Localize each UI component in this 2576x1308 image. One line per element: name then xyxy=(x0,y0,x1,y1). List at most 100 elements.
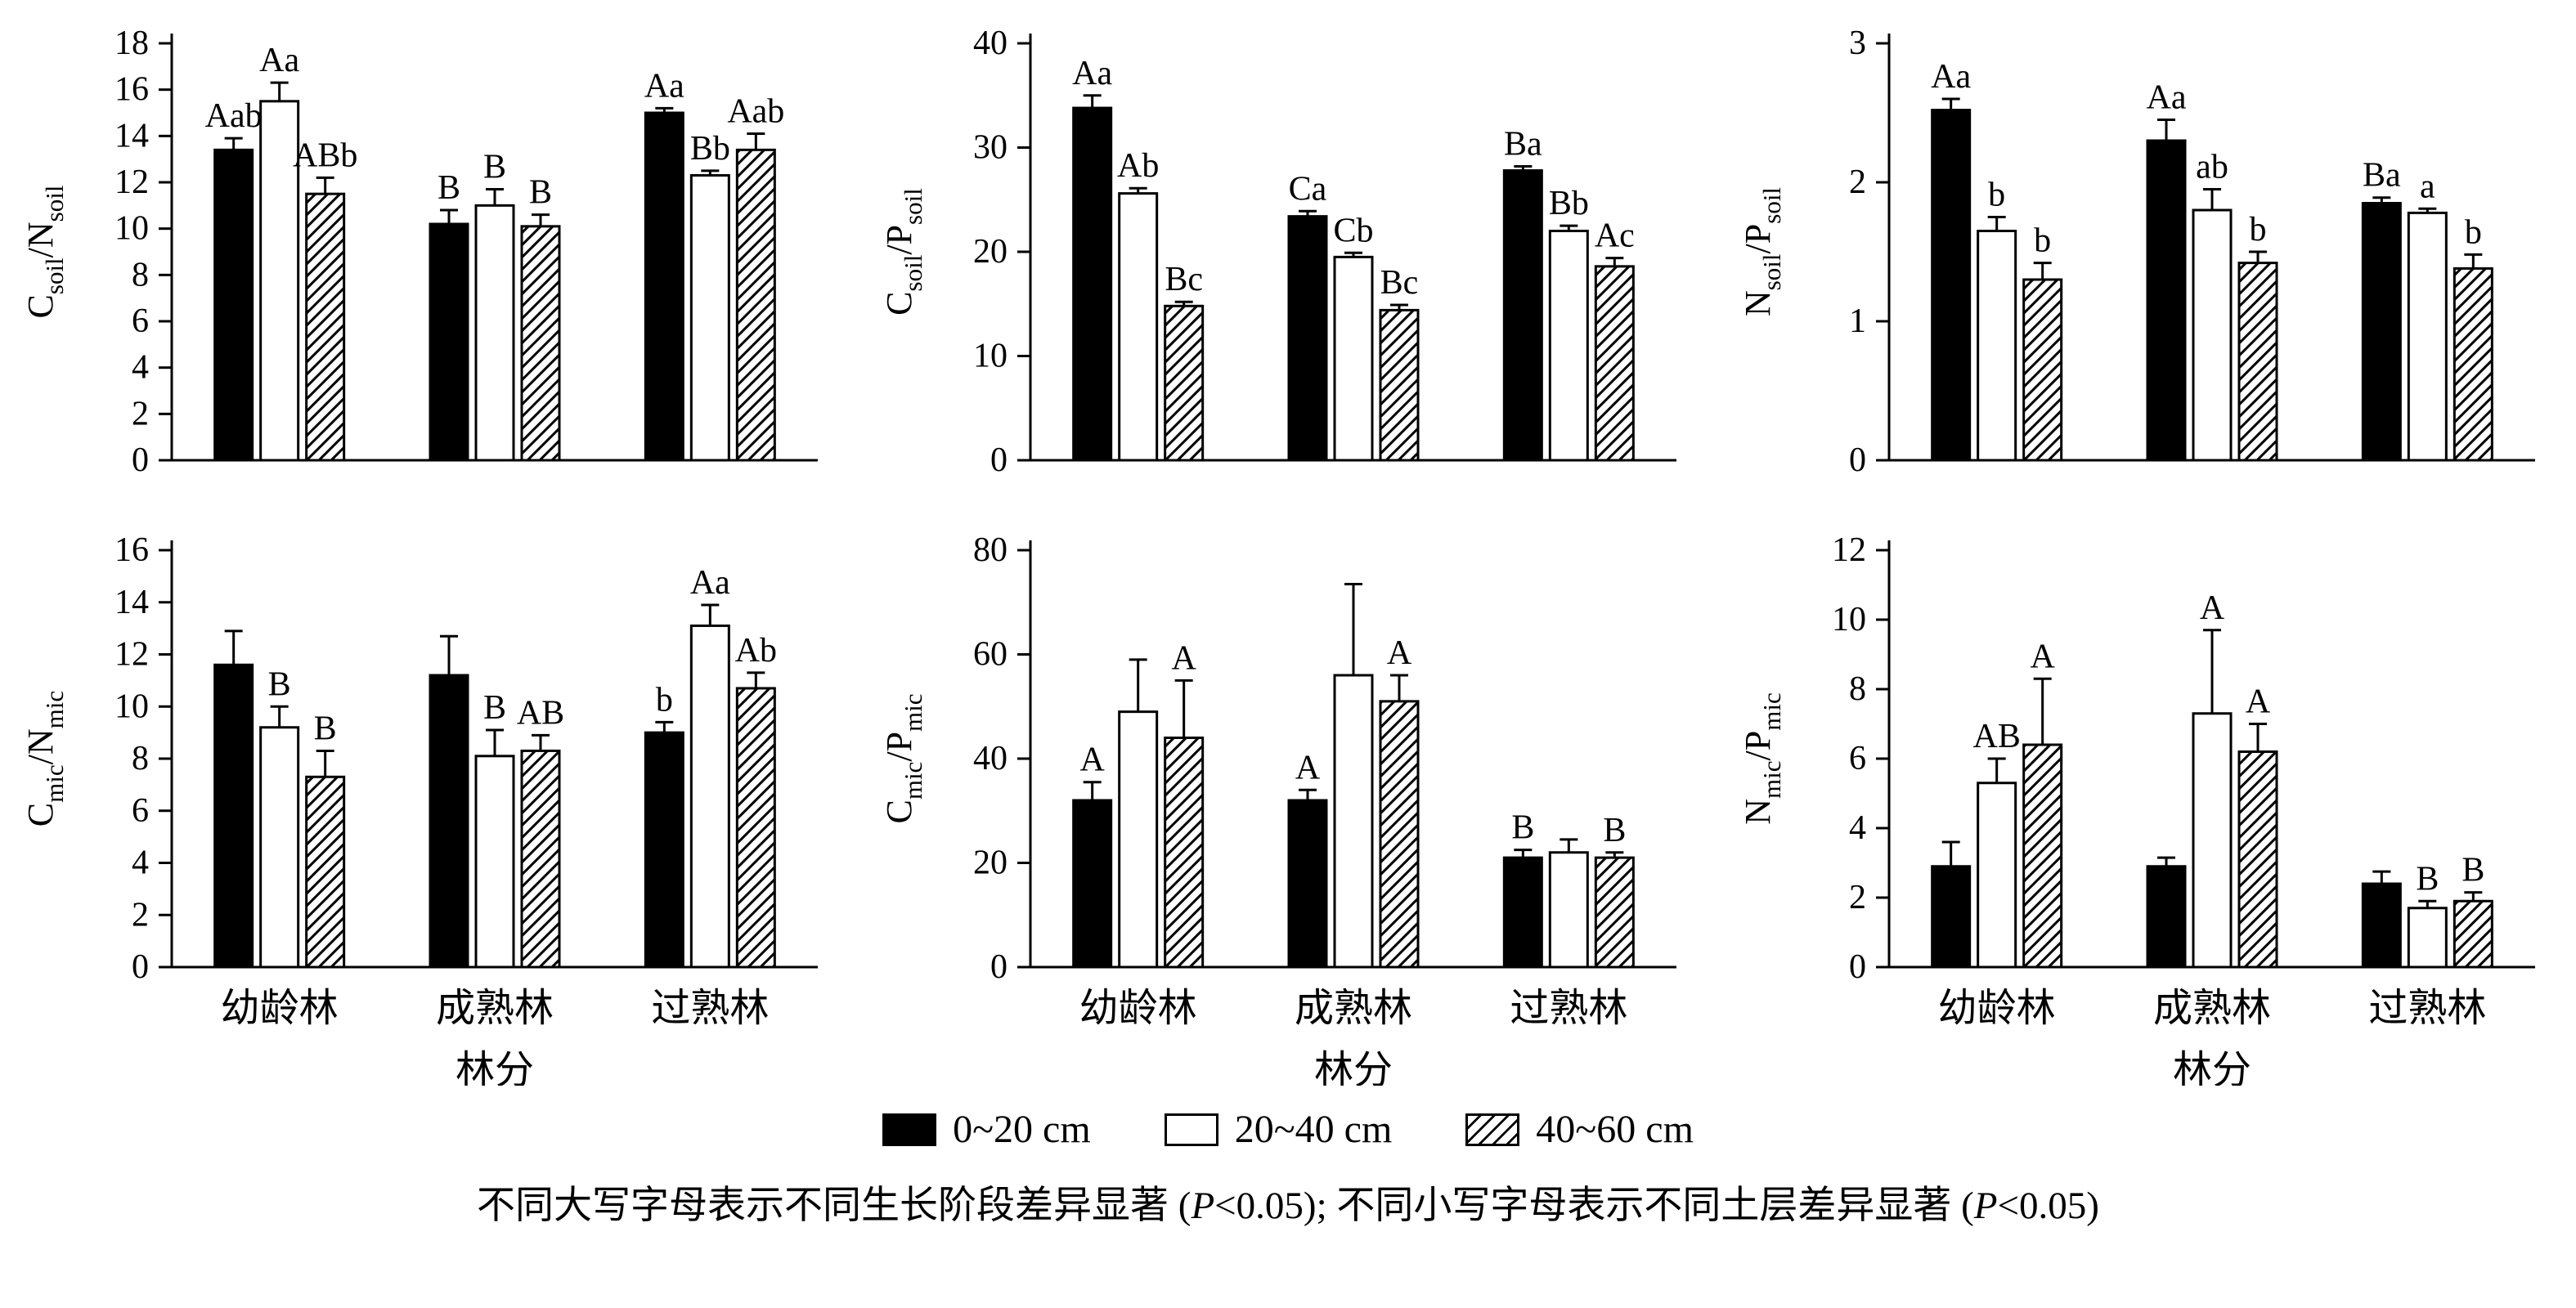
y-tick-label: 10 xyxy=(1832,601,1866,638)
y-tick-label: 0 xyxy=(132,948,149,986)
chart-c-mic-n-mic: 0 2 4 6 8 10 12 14 16 Cmic/Nmic b B B Aa B AB Ab 幼龄林 成熟林 过熟… xyxy=(0,513,859,1086)
sig-label: B xyxy=(314,710,337,747)
y-axis-title-main: / xyxy=(1738,750,1778,760)
bar-s1-g0 xyxy=(1118,710,1159,969)
y-axis-title-main: C xyxy=(20,294,61,318)
bar-s1-g1 xyxy=(474,755,515,969)
y-tick-label: 1 xyxy=(1849,302,1866,340)
footnote-text: 不同大写字母表示不同生长阶段差异显著 (P<0.05); 不同小写字母表示不同土… xyxy=(477,1185,2099,1227)
bar-s2-g1 xyxy=(520,749,561,969)
footnote: 不同大写字母表示不同生长阶段差异显著 (P<0.05); 不同小写字母表示不同土… xyxy=(0,1173,2576,1230)
y-axis-title-sub: mic xyxy=(899,693,927,732)
y-axis-title-main: / xyxy=(879,244,919,255)
legend-item-0-20cm: 0~20 cm xyxy=(882,1107,1091,1152)
bar-s0-g0 xyxy=(1931,109,1972,462)
bar-s1-g2 xyxy=(1548,230,1589,462)
chart-c-soil-n-soil: 0 2 4 6 8 10 12 14 16 18 Csoil/Nsoil Aab B Aa Aa B Bb ABb… xyxy=(0,7,859,513)
legend-label-20-40cm: 20~40 cm xyxy=(1234,1108,1393,1151)
y-axis-title-main: P xyxy=(1738,731,1778,750)
sig-label: Aa xyxy=(644,67,684,105)
bar-s0-g1 xyxy=(1287,215,1328,462)
bar-s0-g2 xyxy=(2361,202,2402,462)
chart-n-soil-p-soil: 0 1 2 3 Nsoil/Psoil Aa Aa Ba b ab a b b b xyxy=(1717,7,2576,513)
bar-s1-g1 xyxy=(2192,712,2233,969)
chart-grid: 0 2 4 6 8 10 12 14 16 18 Csoil/Nsoil Aab B Aa Aa B Bb ABb… xyxy=(0,7,2576,1086)
y-axis-title-sub: mic xyxy=(1757,760,1786,799)
y-tick-label: 4 xyxy=(1849,809,1866,847)
bar-s2-g2 xyxy=(735,148,776,462)
y-axis-title: Nmic/Pmic xyxy=(1738,692,1786,825)
x-category-label: 成熟林 xyxy=(436,987,554,1030)
x-category-label: 过熟林 xyxy=(1510,987,1627,1030)
sig-label: Ca xyxy=(1289,170,1327,208)
y-tick-label: 10 xyxy=(973,338,1008,375)
y-axis-title: Nsoil/Psoil xyxy=(1738,187,1786,316)
chart-n-mic-p-mic: 0 2 4 6 8 10 12 Nmic/Pmic AB A B A A B 幼龄林 成熟林 过熟林 林分 xyxy=(1717,513,2576,1086)
bar-s1-g1 xyxy=(1333,255,1374,462)
bar-s0-g1 xyxy=(1287,799,1328,969)
bar-s2-g1 xyxy=(2237,750,2278,969)
bar-s1-g2 xyxy=(1548,851,1589,969)
bar-s0-g2 xyxy=(1502,169,1543,462)
y-axis-title-sub: soil xyxy=(1757,187,1786,224)
bar-s1-g2 xyxy=(2407,211,2448,462)
sig-label: AB xyxy=(517,694,564,732)
bar-s0-g0 xyxy=(213,663,254,969)
x-category-label: 成熟林 xyxy=(2153,987,2271,1030)
y-axis-title-main: P xyxy=(879,732,919,751)
y-tick-label: 6 xyxy=(132,792,149,830)
bar-s1-g2 xyxy=(2407,907,2448,969)
y-axis-title-main: N xyxy=(1738,290,1778,316)
sig-label: Bc xyxy=(1165,261,1203,298)
bar-s1-g0 xyxy=(259,726,300,969)
y-tick-label: 12 xyxy=(114,636,149,674)
y-tick-label: 80 xyxy=(973,531,1008,569)
y-tick-label: 2 xyxy=(1849,879,1866,916)
bar-s2-g0 xyxy=(1164,737,1205,969)
y-axis-title-sub: soil xyxy=(899,188,927,225)
sig-label: A xyxy=(1079,741,1105,779)
y-tick-label: 6 xyxy=(1849,740,1866,777)
sig-label: b xyxy=(2465,213,2482,251)
y-tick-label: 20 xyxy=(973,844,1008,882)
legend-swatch-hatch-icon xyxy=(1465,1113,1520,1146)
bar-s0-g1 xyxy=(2146,865,2187,969)
x-category-label: 过熟林 xyxy=(651,987,769,1030)
bar-s0-g2 xyxy=(2361,882,2402,969)
y-tick-label: 14 xyxy=(114,117,149,155)
sig-label: AB xyxy=(1972,718,2020,755)
footnote-segment: <0.05) xyxy=(1997,1185,2099,1227)
y-axis-title-sub: soil xyxy=(40,258,69,294)
y-axis-title: Cmic/Nmic xyxy=(20,691,69,826)
y-axis-title-main: N xyxy=(1738,799,1778,825)
y-axis-title: Csoil/Psoil xyxy=(879,188,927,316)
y-axis-title-sub: mic xyxy=(1757,692,1786,731)
bar-s1-g1 xyxy=(2192,208,2233,462)
x-category-label: 成熟林 xyxy=(1295,987,1412,1030)
bar-s1-g0 xyxy=(1118,192,1159,462)
sig-label: Ac xyxy=(1595,217,1635,255)
sig-label: A xyxy=(1171,639,1196,677)
y-tick-label: 0 xyxy=(990,948,1008,986)
bar-s2-g0 xyxy=(305,775,346,969)
y-tick-label: 8 xyxy=(132,740,149,777)
y-tick-label: 0 xyxy=(1849,948,1866,986)
footnote-segment: <0.05); 不同小写字母表示不同土层差异显著 ( xyxy=(1214,1185,1974,1227)
sig-label: b xyxy=(1988,177,2005,214)
sig-label: b xyxy=(2250,211,2267,249)
sig-label: A xyxy=(2030,638,2055,675)
y-tick-label: 6 xyxy=(132,302,149,340)
sig-label: Aab xyxy=(727,93,784,131)
sig-label: A xyxy=(1387,634,1412,672)
y-axis-title-sub: mic xyxy=(899,762,927,800)
y-tick-label: 2 xyxy=(132,896,149,934)
bar-s2-g2 xyxy=(1594,265,1635,462)
y-axis-title-main: C xyxy=(20,803,61,826)
y-tick-label: 20 xyxy=(973,233,1008,271)
y-tick-label: 16 xyxy=(114,531,149,569)
bar-s1-g2 xyxy=(689,174,730,462)
y-tick-label: 30 xyxy=(973,129,1008,167)
sig-label: Bb xyxy=(1549,185,1589,222)
y-tick-label: 2 xyxy=(132,395,149,432)
